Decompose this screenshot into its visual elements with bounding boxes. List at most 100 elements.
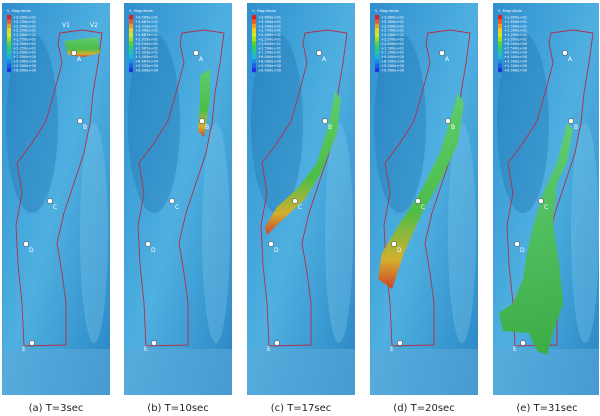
legend-swatch: [498, 19, 502, 24]
legend-swatch: [129, 23, 133, 29]
legend-swatch: [129, 37, 133, 42]
debris-flow: [499, 123, 573, 355]
point-marker: [77, 118, 83, 124]
legend-value: +9.000e+00: [504, 42, 528, 46]
legend-swatch: [498, 63, 502, 68]
point-label: C: [298, 204, 302, 211]
point-label: A: [445, 56, 450, 63]
panel: V, Magnitude+3.600e+01+3.300e+01+3.000e+…: [370, 3, 478, 414]
legend-swatch: [7, 23, 11, 29]
lower-ground: [247, 349, 355, 395]
legend-value: +3.000e+01: [135, 29, 158, 33]
caption: (e) T=31sec: [516, 403, 577, 414]
legend-swatch: [252, 19, 256, 24]
legend-swatch: [129, 32, 133, 37]
legend-value: +2.667e+01: [135, 33, 158, 37]
legend-swatch: [7, 59, 11, 64]
point-marker: [47, 198, 53, 204]
velocity-label: V2: [90, 22, 98, 29]
legend-swatch: [498, 32, 502, 37]
point-label: E: [267, 346, 271, 353]
debris-flow: [378, 93, 464, 289]
legend-value: +2.100e+01: [381, 38, 404, 42]
legend-value: +3.333e+00: [135, 64, 159, 68]
legend-value: +1.200e+01: [258, 51, 281, 55]
caption: (c) T=17sec: [271, 403, 332, 414]
legend-value: +5.000e+00: [13, 60, 37, 64]
legend-swatch: [498, 28, 502, 33]
legend-value: +3.667e+01: [135, 20, 158, 24]
point-label: E: [513, 346, 517, 353]
legend-swatch: [252, 59, 256, 64]
legend-swatch: [375, 41, 379, 46]
point-marker: [322, 118, 328, 124]
legend-value: +2.500e+01: [13, 24, 36, 28]
point-label: A: [322, 56, 327, 63]
legend-swatch: [252, 45, 256, 51]
legend-value: +3.300e+01: [381, 20, 404, 24]
point-label: D: [274, 247, 279, 254]
legend-swatch: [7, 19, 11, 24]
legend-value: +0.000e+00: [381, 68, 405, 72]
caption: (d) T=20sec: [393, 403, 454, 414]
legend-swatch: [498, 59, 502, 64]
terrain-shade: [497, 33, 549, 213]
caption: (b) T=10sec: [147, 403, 208, 414]
point-marker: [29, 340, 35, 346]
point-marker: [445, 118, 451, 124]
point-label: D: [151, 247, 156, 254]
legend-value: +0.000e+00: [258, 68, 282, 72]
legend-value: +3.333e+01: [135, 24, 158, 28]
legend-value: +3.000e+00: [381, 64, 405, 68]
terrain-shade: [448, 123, 476, 343]
legend-swatch: [252, 63, 256, 68]
legend-swatch: [498, 23, 502, 29]
legend-swatch: [375, 50, 379, 55]
legend-value: +6.000e+00: [258, 60, 282, 64]
legend-swatch: [375, 45, 379, 51]
legend-value: +1.500e+01: [13, 42, 36, 46]
point-marker: [514, 241, 520, 247]
terrain-shade: [6, 33, 58, 213]
legend-value: +3.000e+01: [13, 16, 36, 20]
legend-value: +0.000e+00: [13, 68, 37, 72]
legend-value: +1.500e+00: [504, 64, 528, 68]
legend-swatch: [375, 67, 379, 73]
legend-value: +2.500e+00: [13, 64, 37, 68]
legend-swatch: [129, 45, 133, 51]
legend-value: +2.700e+01: [381, 29, 404, 33]
legend-swatch: [498, 45, 502, 51]
point-marker: [520, 340, 526, 346]
legend-value: +3.000e+00: [258, 64, 282, 68]
legend-swatch: [375, 28, 379, 33]
point-label: B: [205, 124, 209, 131]
legend-swatch: [498, 50, 502, 55]
point-label: A: [77, 56, 82, 63]
legend-value: +1.750e+01: [13, 38, 36, 42]
legend-swatch: [375, 54, 379, 59]
legend-value: +9.000e+00: [258, 55, 282, 59]
legend-swatch: [7, 63, 11, 68]
legend-swatch: [7, 45, 11, 51]
panel: V, Magnitude+1.800e+01+1.650e+01+1.500e+…: [493, 3, 599, 414]
legend-swatch: [129, 54, 133, 59]
legend-value: +1.800e+01: [381, 42, 404, 46]
legend-value: +1.667e+01: [135, 46, 158, 50]
valley-outline: [137, 29, 225, 347]
legend-value: +6.000e+00: [504, 51, 528, 55]
legend-swatch: [129, 67, 133, 73]
point-marker: [562, 50, 568, 56]
legend-swatch: [498, 54, 502, 59]
legend-value: +1.500e+01: [381, 46, 404, 50]
legend-swatch: [7, 37, 11, 42]
terrain-shade: [251, 33, 303, 213]
legend-swatch: [252, 54, 256, 59]
legend-swatch: [498, 67, 502, 73]
legend-swatch: [252, 32, 256, 37]
legend-value: +4.500e+00: [504, 55, 528, 59]
point-label: A: [568, 56, 573, 63]
valley-outline: [260, 29, 348, 347]
legend-value: +1.350e+01: [504, 29, 527, 33]
legend-value: +3.000e+01: [258, 24, 281, 28]
point-marker: [538, 198, 544, 204]
